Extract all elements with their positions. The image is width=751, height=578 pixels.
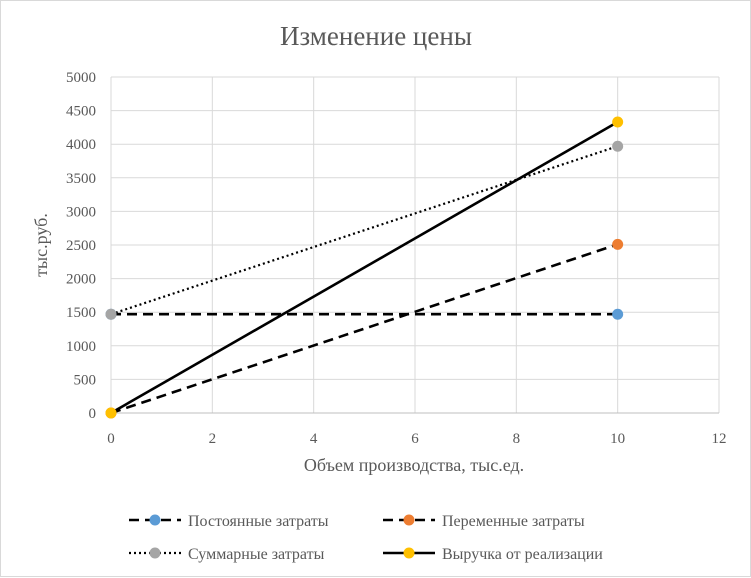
x-ticks-group: 0 2 4 6 8 10 12 [107,431,726,447]
y-tick-label: 2000 [66,272,96,288]
x-axis-title: Объем производства, тыс.ед. [304,455,524,475]
y-tick-label: 500 [74,372,97,388]
legend: Постоянные затраты Переменные затраты Сумм… [129,513,603,563]
y-tick-label: 1500 [66,305,96,321]
legend-marker-4 [403,547,415,559]
x-tick-label: 6 [411,431,419,447]
y-tick-label: 5000 [66,70,96,86]
legend-label-3: Суммарные затраты [188,546,325,563]
x-tick-label: 4 [310,431,318,447]
data-point-3 [612,140,624,152]
legend-marker-2 [403,514,415,526]
legend-marker-3 [149,547,161,559]
y-ticks-group: 0 500 1000 1500 2000 2500 3000 3500 4000 4500 5000 [66,70,96,422]
data-point-1 [612,308,624,320]
y-tick-label: 0 [89,406,97,422]
markers-group [105,116,624,419]
series-line-4 [110,120,619,415]
grid-group [110,76,720,414]
legend-label-4: Выручка от реализации [442,546,603,563]
y-tick-label: 4500 [66,104,96,120]
legend-label-1: Постоянные затраты [188,513,329,530]
legend-marker-1 [149,514,161,526]
data-point-2 [612,238,624,250]
series-line-3 [110,145,619,316]
y-tick-label: 3500 [66,171,96,187]
legend-label-2: Переменные затраты [442,513,585,530]
x-tick-label: 2 [209,431,217,447]
x-tick-label: 12 [712,431,727,447]
data-point-4 [612,116,624,128]
lines-group [110,120,619,415]
y-axis-title: тыс.руб. [31,213,51,277]
data-point-4 [105,407,117,419]
y-tick-label: 3000 [66,204,96,220]
series-line-2 [110,243,619,415]
y-tick-label: 2500 [66,238,96,254]
x-tick-label: 0 [107,431,115,447]
x-tick-label: 8 [513,431,521,447]
x-tick-label: 10 [610,431,625,447]
y-tick-label: 1000 [66,339,96,355]
chart-title: Изменение цены [280,21,472,51]
data-point-3 [105,308,117,320]
y-tick-label: 4000 [66,137,96,153]
